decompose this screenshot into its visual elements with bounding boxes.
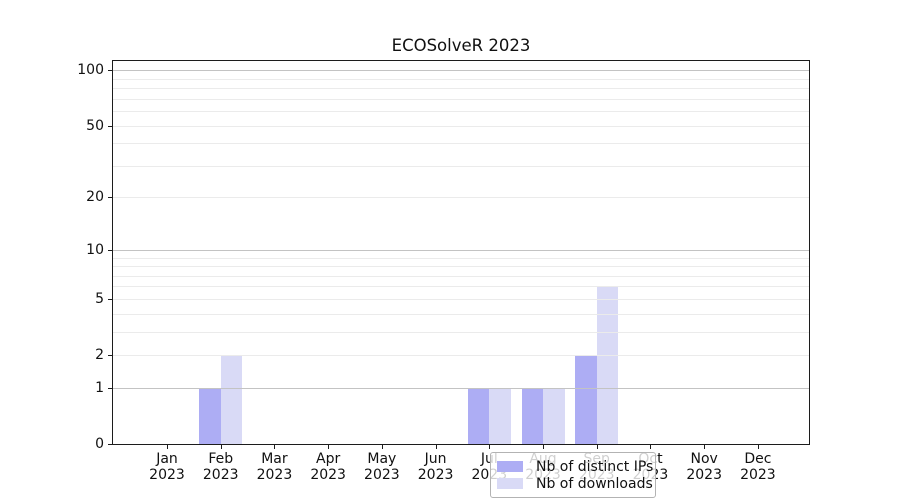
major-gridline xyxy=(113,70,809,72)
y-tick-mark xyxy=(108,249,112,251)
x-tick-mark xyxy=(704,445,706,449)
minor-gridline xyxy=(113,257,809,259)
minor-gridline xyxy=(113,331,809,333)
major-gridline xyxy=(113,249,809,251)
x-tick-year: 2023 xyxy=(310,466,346,483)
x-tick-label: Dec 2023 xyxy=(726,451,790,483)
legend-label: Nb of distinct IPs xyxy=(536,458,654,475)
minor-gridline xyxy=(113,313,809,315)
x-tick-mark xyxy=(543,445,545,449)
bar-nb-of-distinct-ips-jul xyxy=(467,387,490,444)
bar-nb-of-downloads-feb xyxy=(220,355,243,444)
minor-gridline xyxy=(113,111,809,113)
x-tick-label: Apr 2023 xyxy=(296,451,360,483)
x-tick-label: Nov 2023 xyxy=(672,451,736,483)
legend-label: Nb of downloads xyxy=(536,475,653,492)
minor-gridline xyxy=(113,266,809,268)
minor-gridline xyxy=(113,165,809,167)
minor-gridline xyxy=(113,275,809,277)
y-tick-mark xyxy=(108,70,112,72)
y-tick-label: 1 xyxy=(95,379,104,396)
x-tick-mark xyxy=(757,445,759,449)
legend-entry: Nb of downloads xyxy=(497,475,653,492)
x-tick-month: May xyxy=(367,451,397,467)
x-tick-mark xyxy=(650,445,652,449)
x-tick-month: Apr xyxy=(316,451,341,467)
x-tick-mark xyxy=(489,445,491,449)
y-tick-mark xyxy=(108,355,112,357)
x-tick-year: 2023 xyxy=(256,466,293,483)
bar-nb-of-downloads-aug xyxy=(543,387,565,444)
x-tick-label: May 2023 xyxy=(350,451,414,483)
grid-layer xyxy=(113,61,809,444)
minor-gridline xyxy=(113,197,809,199)
x-tick-year: 2023 xyxy=(202,466,239,483)
y-tick-label: 100 xyxy=(77,62,104,79)
x-tick-mark xyxy=(596,445,598,449)
bar-nb-of-downloads-jul xyxy=(489,387,511,444)
x-tick-month: Nov xyxy=(690,451,718,467)
y-tick-mark xyxy=(108,444,112,445)
x-tick-year: 2023 xyxy=(364,466,400,483)
x-tick-label: Feb 2023 xyxy=(189,451,253,483)
y-tick-label: 10 xyxy=(86,241,104,258)
chart-title: ECOSolveR 2023 xyxy=(391,36,531,55)
x-tick-month: Jun xyxy=(424,451,447,467)
minor-gridline xyxy=(113,78,809,80)
y-tick-mark xyxy=(108,125,112,127)
bar-nb-of-downloads-sep xyxy=(596,286,619,444)
x-tick-year: 2023 xyxy=(149,466,185,483)
x-tick-year: 2023 xyxy=(417,466,454,483)
plot-area: Nb of distinct IPs Nb of downloads xyxy=(112,60,810,498)
minor-gridline xyxy=(113,355,809,357)
bar-nb-of-distinct-ips-aug xyxy=(521,387,544,444)
legend: Nb of distinct IPs Nb of downloads xyxy=(490,452,656,498)
y-tick-label: 20 xyxy=(86,189,104,206)
x-tick-mark xyxy=(274,445,276,449)
x-tick-mark xyxy=(381,445,383,449)
minor-gridline xyxy=(113,298,809,300)
legend-swatch-icon xyxy=(497,461,523,472)
bar-nb-of-distinct-ips-feb xyxy=(199,387,221,444)
y-tick-mark xyxy=(108,197,112,199)
minor-gridline xyxy=(113,143,809,145)
minor-gridline xyxy=(113,286,809,288)
x-tick-mark xyxy=(220,445,222,449)
x-tick-label: Jun 2023 xyxy=(404,451,468,483)
x-tick-label: Jan 2023 xyxy=(135,451,199,483)
bar-nb-of-distinct-ips-sep xyxy=(575,355,597,444)
x-tick-month: Feb xyxy=(208,451,234,467)
x-tick-month: Jan xyxy=(156,451,178,467)
legend-entry: Nb of distinct IPs xyxy=(497,458,653,475)
x-tick-month: Dec xyxy=(744,451,772,467)
y-tick-mark xyxy=(108,387,112,389)
x-tick-year: 2023 xyxy=(740,466,776,483)
legend-swatch-icon xyxy=(497,478,523,489)
x-tick-year: 2023 xyxy=(686,466,722,483)
y-tick-label: 50 xyxy=(86,117,104,134)
x-tick-mark xyxy=(167,445,168,449)
x-tick-mark xyxy=(435,445,437,449)
y-tick-label: 5 xyxy=(95,290,104,307)
y-tick-mark xyxy=(108,298,112,300)
minor-gridline xyxy=(113,98,809,100)
minor-gridline xyxy=(113,125,809,127)
y-tick-label: 2 xyxy=(95,347,104,364)
major-gridline xyxy=(113,387,809,389)
x-tick-month: Mar xyxy=(261,451,288,467)
y-tick-label: 0 xyxy=(95,436,104,452)
x-tick-mark xyxy=(328,445,330,449)
minor-gridline xyxy=(113,88,809,90)
bars-layer xyxy=(113,61,809,444)
x-tick-label: Mar 2023 xyxy=(242,451,306,483)
